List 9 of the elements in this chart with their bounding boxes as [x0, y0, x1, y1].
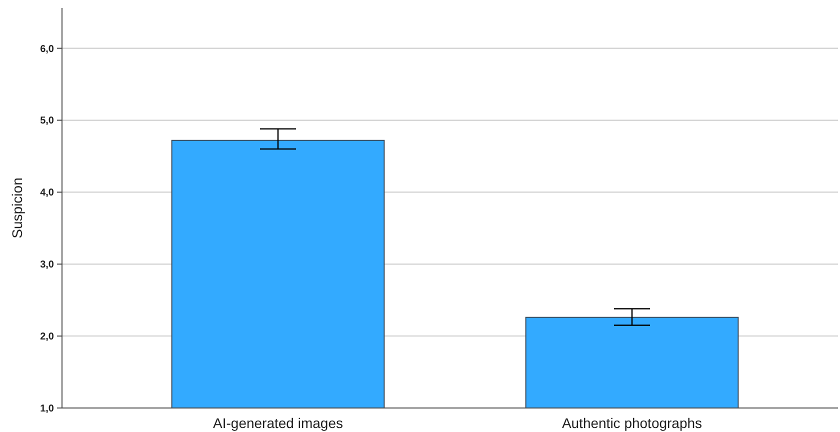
y-tick-label: 3,0 [40, 260, 54, 271]
y-tick-label: 1,0 [40, 404, 54, 414]
x-tick-label: AI-generated images [213, 415, 343, 431]
y-tick-label: 2,0 [40, 332, 54, 343]
y-tick-label: 4,0 [40, 188, 54, 199]
y-tick-label: 5,0 [40, 116, 54, 127]
y-axis-title: Suspicion [9, 178, 25, 238]
y-tick-label: 6,0 [40, 44, 54, 55]
x-tick-label: Authentic photographs [562, 415, 702, 431]
